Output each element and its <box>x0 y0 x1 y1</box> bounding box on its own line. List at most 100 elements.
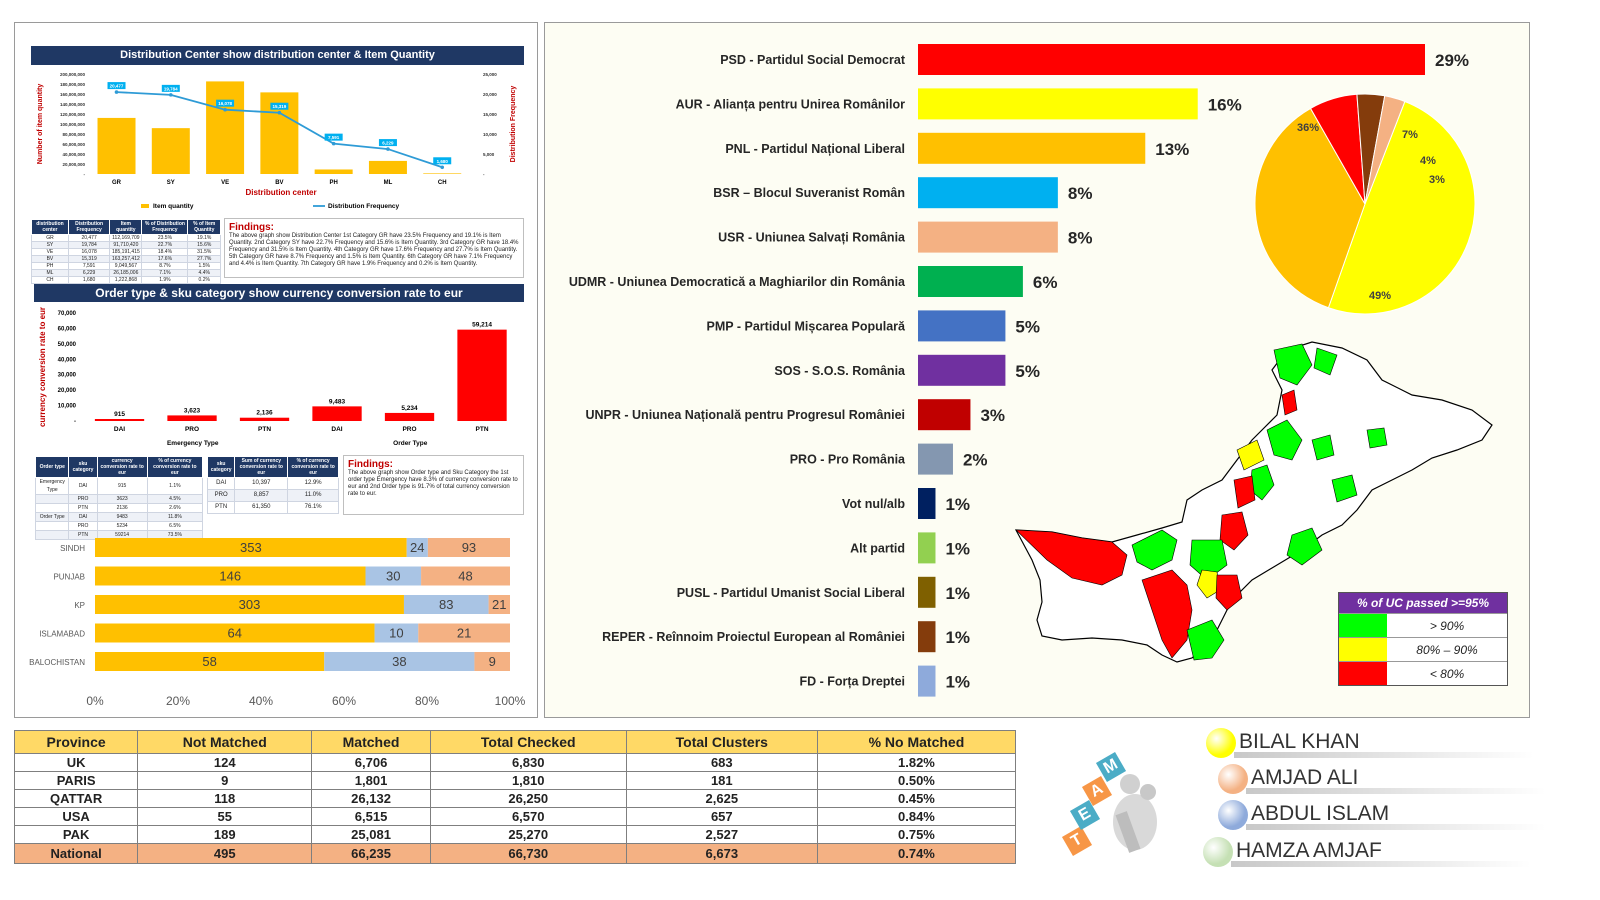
distribution-table-cell: PH <box>31 262 69 270</box>
y2-tick-label: - <box>483 172 485 177</box>
findings-title: Findings: <box>229 222 274 233</box>
distribution-table-cell: 22.7% <box>141 241 189 249</box>
segment-value-label: 64 <box>228 626 242 641</box>
distribution-table-header: distribution center <box>31 219 69 235</box>
x-tick-label: PRO <box>402 426 416 433</box>
chart2-bg <box>34 303 524 453</box>
distribution-chart-title: Distribution Center show distribution ce… <box>31 46 524 65</box>
y-tick-label: 140,000,000 <box>60 102 86 107</box>
summary-table-cell: 6,570 <box>429 807 627 826</box>
y-tick-label: 30,000 <box>58 373 77 379</box>
summary-table-header: Province <box>13 730 139 754</box>
team-member-name: AMJAD ALI <box>1251 766 1359 789</box>
order-type-table-cell: PTN <box>68 503 98 513</box>
sku-table-header: % of currency conversion rate to eur <box>287 456 339 478</box>
summary-table-cell: 26,250 <box>429 789 627 808</box>
stacked-segment <box>418 623 510 643</box>
currency-bar <box>239 417 290 421</box>
segment-value-label: 30 <box>386 569 400 584</box>
party-value-label: 2% <box>963 451 988 470</box>
distribution-table-cell: 18.4% <box>141 248 189 256</box>
bar-value-label: 5,234 <box>401 405 418 412</box>
findings-text: The above graph show Distribution Center… <box>229 233 519 267</box>
distribution-table-header: Distribution Frequency <box>67 219 111 235</box>
frequency-label-bg <box>378 139 397 147</box>
legend-swatch-bars <box>141 204 149 208</box>
segment-value-label: 21 <box>492 597 506 612</box>
y-tick-label: 60,000 <box>58 326 77 332</box>
distribution-table-cell: 7.1% <box>141 269 189 277</box>
party-value-label: 6% <box>1033 273 1058 292</box>
y-tick-label: 160,000,000 <box>60 92 86 97</box>
sku-table-header: Sum of currency conversion rate to eur <box>234 456 289 478</box>
order-type-table-cell: Order Type <box>34 512 70 522</box>
stacked-segment <box>488 595 510 614</box>
frequency-label-bg <box>433 157 452 165</box>
party-label: FD - Forța Dreptei <box>799 675 905 689</box>
table-row: PTN 59214 73.5% <box>34 530 204 540</box>
pie-slice <box>1254 107 1366 309</box>
segment-value-label: 303 <box>239 597 261 612</box>
sku-table-cell: 61,350 <box>234 501 289 514</box>
segment-value-label: 93 <box>462 540 476 555</box>
stacked-segment <box>95 566 366 586</box>
y-tick-label: 50,000 <box>58 342 77 348</box>
y2-tick-label: 25,000 <box>483 72 497 77</box>
map-legend-row: 80% – 90% <box>1339 637 1507 661</box>
summary-table-cell: 0.84% <box>816 807 1017 826</box>
segment-value-label: 83 <box>439 597 453 612</box>
summary-table-cell: 1,810 <box>429 771 627 790</box>
summary-table-cell: 189 <box>137 825 313 844</box>
y-axis-title: currency conversion rate to eur <box>38 307 47 427</box>
distribution-table-cell: 6,229 <box>67 269 111 277</box>
x-tick-label: VE <box>221 180 229 186</box>
item-quantity-bar <box>423 173 462 174</box>
x-group-label: Emergency Type <box>167 440 219 447</box>
party-value-label: 13% <box>1155 140 1189 159</box>
party-bar <box>918 576 936 608</box>
order-type-chart-title: Order type & sku category show currency … <box>34 284 524 302</box>
order-type-findings: Findings: The above graph show Order typ… <box>343 455 524 515</box>
order-type-table-cell: 915 <box>96 477 148 495</box>
frequency-label: 20,477 <box>110 84 124 89</box>
summary-table-cell: 0.75% <box>816 825 1017 844</box>
summary-table-cell: 1.82% <box>816 753 1017 772</box>
party-bar <box>918 354 1006 386</box>
sku-table-cell: 8,857 <box>234 489 289 502</box>
stacked-segment <box>95 623 375 643</box>
table-row: SY 19,784 91,710,420 22.7% 15.6% <box>31 241 221 249</box>
party-label: PRO - Pro România <box>790 453 906 467</box>
summary-table-cell: 9 <box>137 771 313 790</box>
x-tick-label: 60% <box>332 694 356 708</box>
order-type-table-cell: 4.5% <box>146 494 204 504</box>
order-type-table-cell: DAI <box>68 477 98 495</box>
table-row: UK 124 6,706 6,830 683 1.82% <box>13 753 1017 772</box>
summary-table-cell: 25,081 <box>311 825 431 844</box>
party-label: PSD - Partidul Social Democrat <box>720 53 906 67</box>
pie-slice-label: 49% <box>1369 290 1391 302</box>
summary-table-cell: 683 <box>625 753 818 772</box>
map-legend-swatch <box>1339 638 1387 661</box>
x-group-label: Order Type <box>393 440 428 447</box>
party-bar <box>918 221 1058 253</box>
distribution-table-cell: 1.9% <box>141 276 189 284</box>
summary-table-header: Matched <box>311 730 431 754</box>
frequency-point <box>331 141 336 146</box>
team-graphic: T E A M <box>1060 751 1170 867</box>
distribution-table-cell: 163,257,412 <box>109 255 143 263</box>
legend-label-bars: Item quantity <box>153 203 194 210</box>
y-tick-label: - <box>74 419 76 425</box>
table-row: PTN 2136 2.6% <box>34 503 204 513</box>
segment-value-label: 24 <box>410 540 424 555</box>
sku-table-cell: 76.1% <box>287 501 339 514</box>
x-axis-title: Distribution center <box>245 188 316 197</box>
frequency-label-bg <box>107 82 126 90</box>
currency-bar <box>312 406 362 421</box>
party-value-label: 1% <box>945 673 970 692</box>
x-tick-label: 20% <box>166 694 190 708</box>
table-row: PARIS 9 1,801 1,810 181 0.50% <box>13 771 1017 790</box>
distribution-table-cell: 4.4% <box>187 269 221 277</box>
summary-table-cell: PAK <box>13 825 139 844</box>
summary-table-cell: 181 <box>625 771 818 790</box>
x-tick-label: 0% <box>86 694 104 708</box>
